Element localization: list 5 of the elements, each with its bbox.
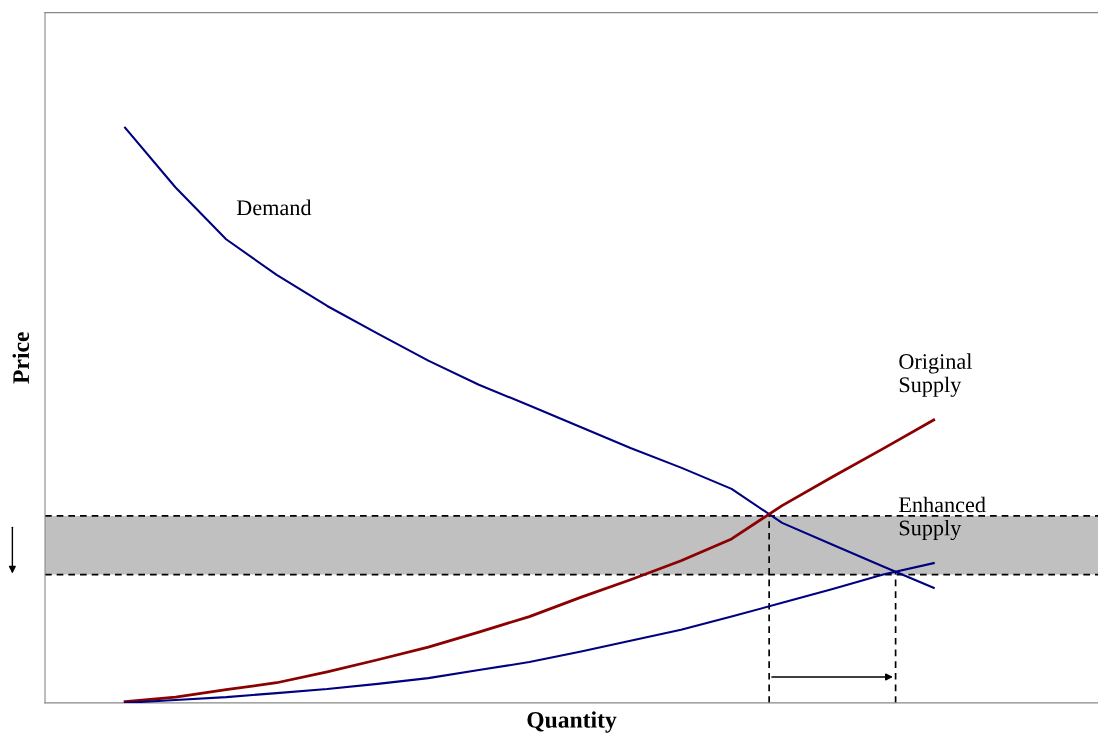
series-label: Demand xyxy=(236,199,312,216)
x-axis-title: Quantity xyxy=(527,711,617,733)
y-axis-title: Price xyxy=(12,332,30,384)
series-label: Original Supply xyxy=(899,353,972,397)
series-label: Enhanced Supply xyxy=(898,496,986,541)
